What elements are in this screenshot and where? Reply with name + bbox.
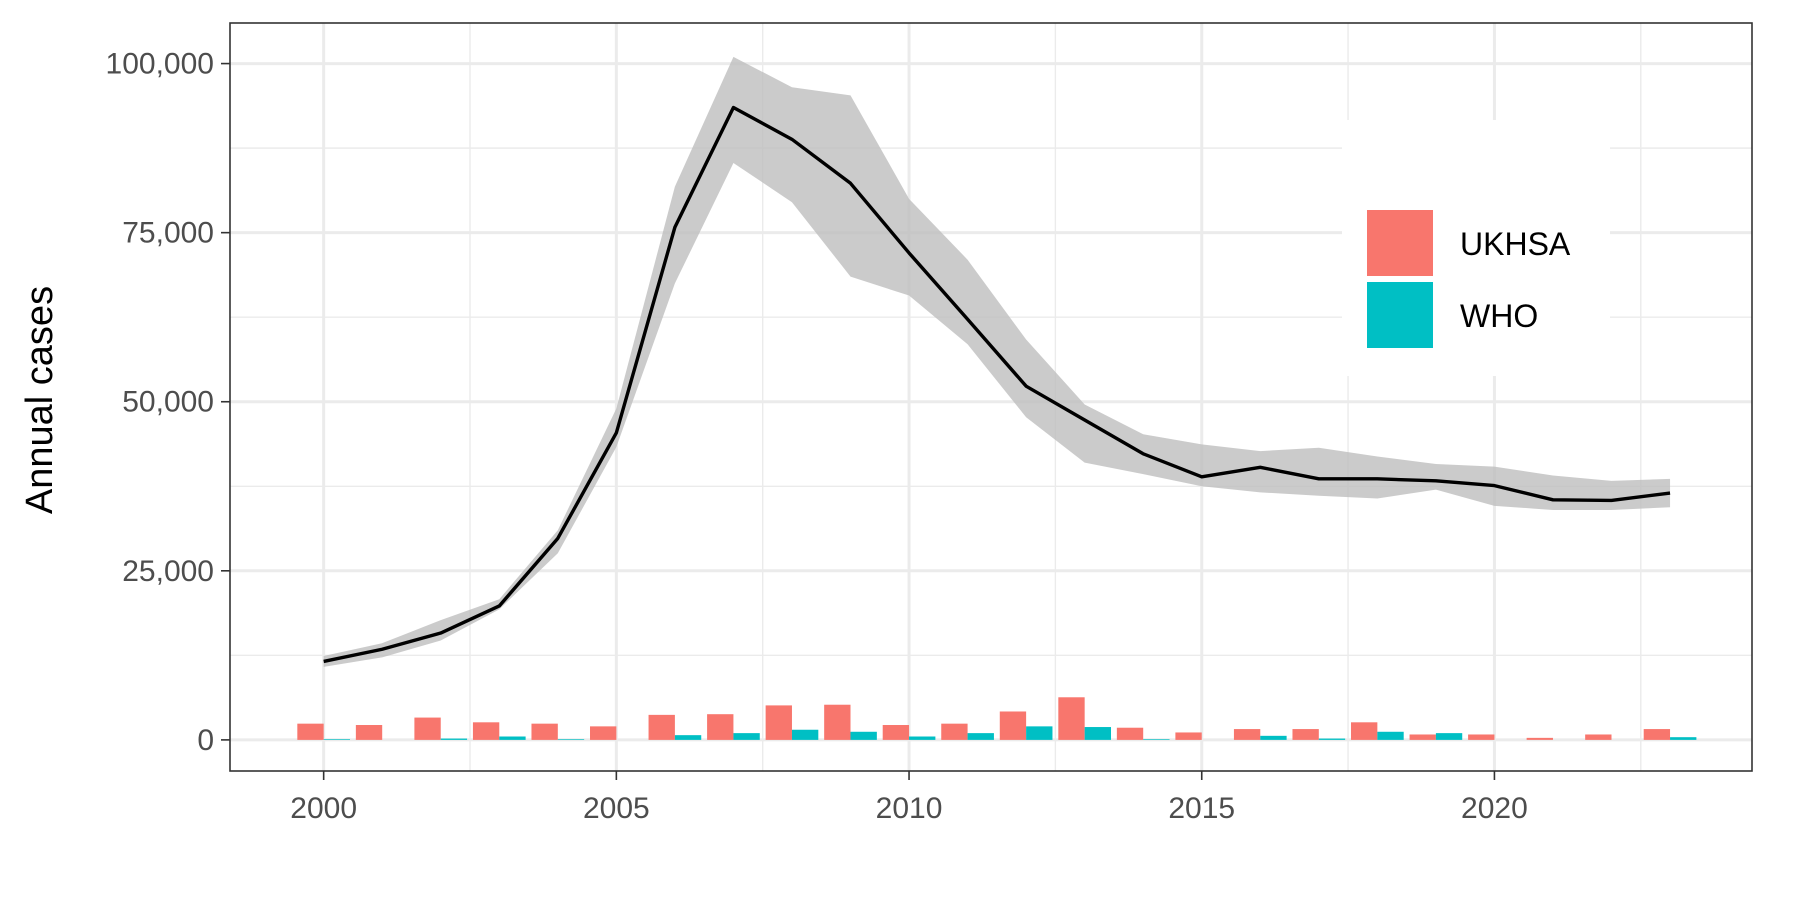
bar-who-2011: [967, 733, 994, 740]
y-tick-label: 75,000: [122, 217, 214, 250]
y-tick-label: 25,000: [122, 555, 214, 588]
bar-ukhsa-2022: [1585, 734, 1612, 740]
bar-who-2004: [557, 739, 585, 740]
legend-key-ukhsa: [1367, 210, 1433, 276]
bar-ukhsa-2012: [999, 711, 1027, 740]
bar-ukhsa-2003: [472, 722, 500, 740]
trend-line: [323, 105, 1671, 664]
bar-who-2014: [1143, 739, 1170, 740]
x-tick-label: 2015: [1168, 792, 1235, 825]
bar-ukhsa-2007: [707, 714, 734, 740]
bar-who-2013: [1084, 727, 1112, 740]
bar-who-2019: [1435, 733, 1463, 740]
bar-ukhsa-2011: [941, 723, 968, 740]
confidence-ribbon: [323, 56, 1671, 667]
x-tick-label: 2020: [1461, 792, 1528, 825]
bar-who-2010: [909, 736, 936, 740]
bar-who-2012: [1026, 726, 1053, 740]
bar-who-2016: [1260, 735, 1287, 740]
bar-ukhsa-2009: [824, 704, 851, 740]
bar-ukhsa-2008: [765, 705, 792, 740]
bar-who-2018: [1377, 731, 1404, 740]
bars-layer: [297, 697, 1697, 740]
bar-who-2017: [1318, 738, 1346, 740]
x-tick-label: 2010: [876, 792, 943, 825]
bar-ukhsa-2020: [1468, 734, 1495, 740]
bar-ukhsa-2004: [531, 723, 558, 740]
bar-ukhsa-2013: [1058, 697, 1085, 740]
bar-ukhsa-2005: [590, 726, 617, 740]
bar-ukhsa-2019: [1409, 734, 1436, 740]
confidence-ribbon-layer: [323, 56, 1671, 667]
legend-key-who: [1367, 282, 1433, 348]
bar-who-2006: [674, 735, 702, 740]
bar-who-2023: [1670, 737, 1697, 740]
bar-ukhsa-2017: [1292, 729, 1319, 740]
bar-ukhsa-2000: [297, 723, 324, 740]
y-tick-label: 50,000: [122, 386, 214, 419]
y-tick-label: 0: [197, 724, 214, 757]
bar-ukhsa-2014: [1116, 727, 1144, 740]
bar-ukhsa-2001: [355, 725, 383, 740]
panel-border: [229, 22, 1753, 772]
bar-ukhsa-2023: [1643, 729, 1671, 740]
major-gridlines: [230, 23, 1752, 771]
legend: UKHSA WHO: [1342, 120, 1610, 376]
bar-ukhsa-2021: [1526, 737, 1553, 740]
bar-ukhsa-2015: [1175, 732, 1202, 740]
bar-who-2008: [791, 729, 819, 740]
bar-who-2002: [440, 738, 468, 740]
bar-who-2009: [850, 731, 877, 740]
bar-ukhsa-2016: [1233, 729, 1261, 740]
bar-who-2000: [323, 739, 351, 740]
x-axis: 2000 2005 2010 2015 2020: [290, 771, 1528, 825]
bar-ukhsa-2006: [648, 714, 675, 740]
y-tick-label: 100,000: [106, 48, 214, 81]
y-axis: 0 25,000 50,000 75,000 100,000: [106, 48, 230, 757]
bar-who-2007: [733, 733, 760, 740]
legend-label-who: WHO: [1460, 298, 1538, 334]
bar-who-2003: [499, 736, 526, 740]
bar-ukhsa-2002: [414, 717, 441, 740]
y-axis-title: Annual cases: [19, 286, 61, 514]
bar-ukhsa-2018: [1351, 722, 1378, 740]
x-tick-label: 2005: [583, 792, 650, 825]
bar-ukhsa-2010: [882, 725, 910, 740]
legend-label-ukhsa: UKHSA: [1460, 226, 1571, 262]
x-tick-label: 2000: [290, 792, 357, 825]
trend-line-layer: [323, 105, 1671, 664]
